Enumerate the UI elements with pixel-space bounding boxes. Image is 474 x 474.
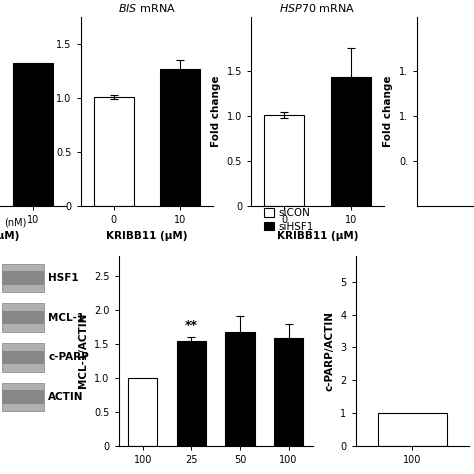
- Bar: [1, 383, 44, 411]
- Text: ACTIN: ACTIN: [48, 392, 84, 402]
- Bar: [1, 311, 44, 324]
- Bar: [1, 391, 44, 404]
- Text: **: **: [185, 319, 198, 332]
- Bar: [1, 271, 44, 284]
- Text: c-PARP: c-PARP: [48, 352, 89, 363]
- Bar: [1, 303, 44, 332]
- Bar: [13, 63, 53, 206]
- Bar: [1, 264, 44, 292]
- Y-axis label: Fold change: Fold change: [383, 76, 393, 147]
- X-axis label: KRIBB11 (μM): KRIBB11 (μM): [106, 231, 188, 241]
- Bar: [331, 77, 371, 206]
- Bar: [1, 351, 44, 364]
- Text: (nM): (nM): [4, 218, 27, 228]
- Legend: siCON, siHSF1: siCON, siHSF1: [264, 208, 314, 232]
- Bar: [128, 378, 157, 446]
- Y-axis label: Fold change: Fold change: [41, 76, 51, 147]
- Bar: [378, 413, 447, 446]
- X-axis label:    (μM): (μM): [0, 231, 19, 241]
- Y-axis label: MCL-1/ACTIN: MCL-1/ACTIN: [78, 313, 89, 389]
- Text: HSF1: HSF1: [48, 273, 79, 283]
- Bar: [177, 341, 206, 446]
- Title: $\it{BIS}$ mRNA: $\it{BIS}$ mRNA: [118, 2, 176, 14]
- Bar: [160, 69, 200, 206]
- Bar: [1, 343, 44, 372]
- Bar: [264, 115, 304, 206]
- Text: MCL-1: MCL-1: [48, 312, 84, 323]
- Bar: [225, 332, 255, 446]
- Y-axis label: c-PARP/ACTIN: c-PARP/ACTIN: [325, 311, 335, 391]
- Bar: [274, 338, 303, 446]
- Title: $\it{HSP70}$ mRNA: $\it{HSP70}$ mRNA: [280, 2, 356, 14]
- Y-axis label: Fold change: Fold change: [211, 76, 221, 147]
- Bar: [94, 97, 134, 206]
- X-axis label: KRIBB11 (μM): KRIBB11 (μM): [277, 231, 358, 241]
